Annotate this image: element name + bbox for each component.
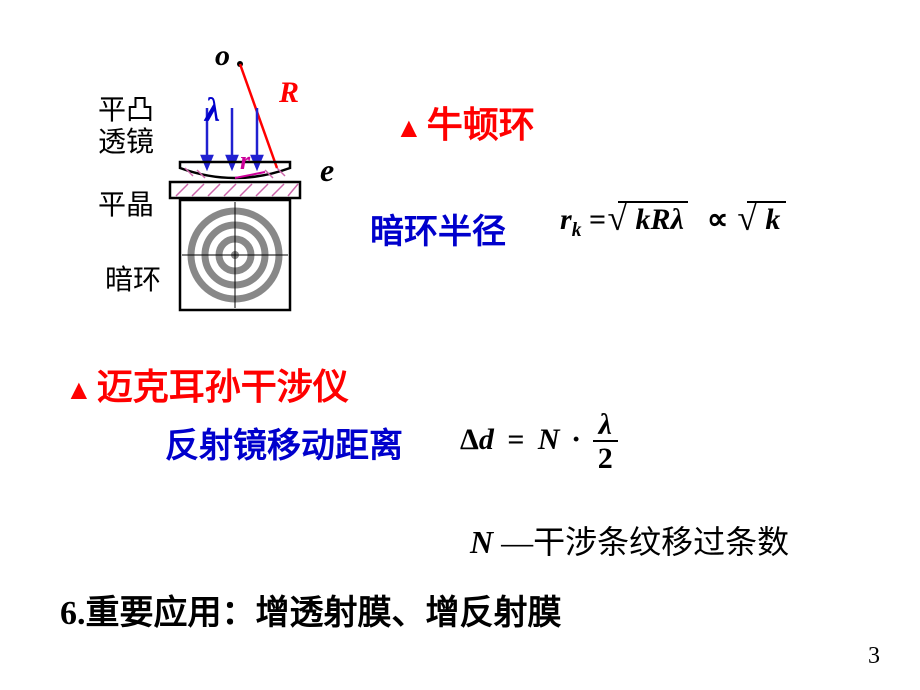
formula-deltad: Δd = N · λ 2 (460, 410, 618, 474)
section2-title: 迈克耳孙干涉仪 (97, 367, 349, 407)
section2-title-row: ▲ 迈克耳孙干涉仪 (65, 358, 349, 410)
label-flat: 平晶 (98, 183, 154, 223)
label-darkring: 暗环 (105, 258, 161, 298)
section2-label: 反射镜移动距离 (165, 418, 403, 467)
label-lambda: λ (205, 92, 220, 130)
label-R: R (279, 76, 299, 110)
section1-label: 暗环半径 (370, 204, 506, 253)
page-number: 3 (868, 643, 880, 670)
section1-title-row: ▲ 牛顿环 (395, 96, 535, 148)
label-e: e (320, 152, 334, 189)
section1-title: 牛顿环 (427, 105, 535, 145)
formula-rk: rk = √ kRλ ∝ √ k (560, 202, 920, 242)
label-lens: 平凸 透镜 (98, 95, 154, 159)
section3: 6.重要应用：增透射膜、增反射膜 (60, 585, 562, 634)
triangle-icon: ▲ (65, 375, 93, 406)
label-o: o (215, 39, 230, 73)
note-N: N —干涉条纹移过条数 (470, 517, 789, 563)
label-r: r (240, 146, 250, 176)
triangle-icon: ▲ (395, 113, 423, 144)
